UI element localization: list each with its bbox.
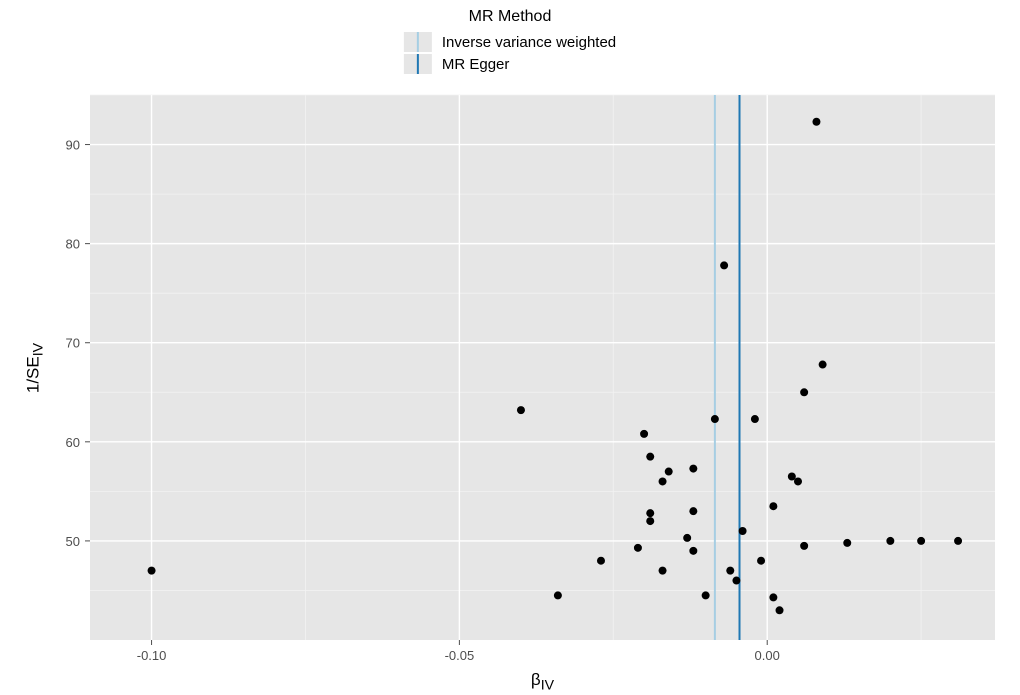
svg-text:80: 80 bbox=[66, 237, 80, 252]
y-title-sub: IV bbox=[31, 342, 47, 355]
x-title-sub: IV bbox=[541, 677, 554, 693]
svg-text:0.00: 0.00 bbox=[755, 648, 780, 663]
svg-text:90: 90 bbox=[66, 138, 80, 153]
x-axis-title: βIV bbox=[531, 670, 554, 693]
svg-text:60: 60 bbox=[66, 435, 80, 450]
svg-text:50: 50 bbox=[66, 534, 80, 549]
y-axis-title: 1/SEIV bbox=[23, 342, 46, 392]
svg-text:-0.05: -0.05 bbox=[445, 648, 475, 663]
scatter-plot: -0.10 -0.05 0.00 50 60 70 80 90 bbox=[0, 0, 1020, 695]
plot-area: -0.10-0.050.005060708090 1/SEIV βIV bbox=[0, 0, 1020, 695]
x-title-main: β bbox=[531, 670, 541, 689]
figure-container: { "legend": { "title": "MR Method", "tit… bbox=[0, 0, 1020, 695]
svg-text:70: 70 bbox=[66, 336, 80, 351]
svg-text:-0.10: -0.10 bbox=[137, 648, 167, 663]
y-title-main: 1/SE bbox=[23, 356, 42, 393]
